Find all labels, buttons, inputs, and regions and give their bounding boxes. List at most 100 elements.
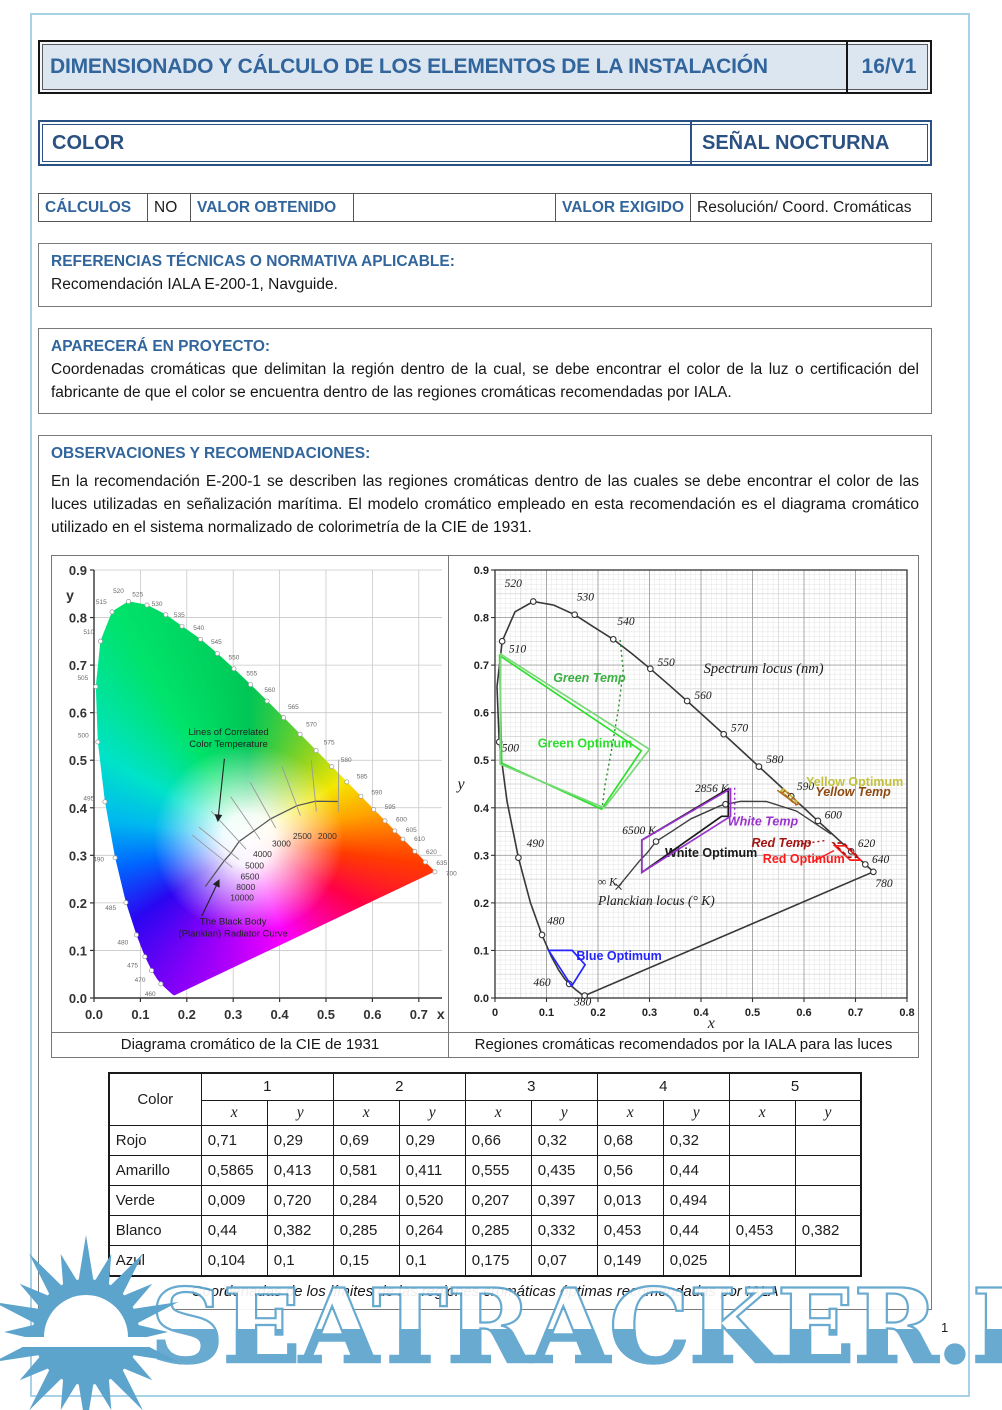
coordinate-cell: 0,1	[398, 1244, 466, 1277]
tick-labels: 0.0 0.1 0.2 0.3 0.4 0.5 0.6 0.7 0.8 0.9 y 0.0 0.1 0.2…	[66, 563, 445, 1022]
svg-text:0.7: 0.7	[474, 660, 489, 672]
document-code: 16/V1	[846, 42, 930, 92]
coordinate-cell	[728, 1184, 796, 1216]
seatracker-sun-logo-icon	[0, 1232, 186, 1410]
svg-text:0.2: 0.2	[590, 1007, 605, 1019]
coordinate-cell: 0,56	[596, 1154, 664, 1186]
coordinate-cell: 0,520	[398, 1184, 466, 1216]
section-title: COLOR	[52, 131, 125, 154]
svg-text:0.4: 0.4	[474, 802, 490, 814]
left-figure-caption: Diagrama cromático de la CIE de 1931	[52, 1032, 449, 1057]
coordinate-cell: 0,720	[266, 1184, 334, 1216]
svg-text:2856 K: 2856 K	[695, 783, 730, 795]
svg-text:500: 500	[502, 742, 519, 754]
referencias-box: REFERENCIAS TÉCNICAS O NORMATIVA APLICAB…	[38, 243, 932, 307]
coordinate-cell: 0,32	[662, 1124, 730, 1156]
color-name-cell: Blanco	[108, 1214, 202, 1246]
svg-text:0.9: 0.9	[69, 563, 87, 578]
coordinate-cell: 0,69	[332, 1124, 400, 1156]
valor-exigido-value: Resolución/ Coord. Cromáticas	[697, 198, 912, 216]
svg-text:0.5: 0.5	[474, 755, 489, 767]
coordinate-cell: 0,009	[200, 1184, 268, 1216]
svg-text:0.0: 0.0	[85, 1007, 103, 1022]
watermark: SEATRACKER.RU	[149, 1271, 1002, 1384]
signal-type-label: SEÑAL NOCTURNA	[690, 122, 930, 164]
svg-text:0.6: 0.6	[69, 705, 87, 720]
svg-text:0.0: 0.0	[69, 991, 87, 1006]
svg-text:620: 620	[858, 838, 876, 850]
observaciones-box: OBSERVACIONES Y RECOMENDACIONES: En la r…	[38, 435, 932, 1310]
coordinate-cell: 0,104	[200, 1244, 268, 1277]
svg-text:0: 0	[492, 1007, 498, 1019]
svg-text:x: x	[437, 1006, 445, 1022]
observaciones-body: En la recomendación E-200-1 se describen…	[51, 473, 919, 536]
table-xy-header: y	[662, 1099, 730, 1126]
svg-text:0.7: 0.7	[848, 1007, 863, 1019]
fine-grid	[494, 569, 908, 999]
table-row: Verde 0,009 0,720 0,284 0,520 0,207 0,397 0,013…	[108, 1184, 862, 1216]
coordinate-cell: 0,07	[530, 1244, 598, 1277]
svg-text:0.6: 0.6	[474, 707, 489, 719]
coordinate-cell	[794, 1244, 862, 1277]
svg-text:0.1: 0.1	[69, 943, 87, 958]
svg-text:600: 600	[825, 809, 843, 821]
iala-regions-figure: 0.0 0.1 0.2 0.3 0.4 0.5 0.6 0.7 0.8 0.9 0 0.1 0.2 0.3…	[449, 555, 918, 1032]
table-xy-header: x	[596, 1099, 664, 1126]
spectrum-locus: Spectrum locus (nm)	[496, 600, 875, 997]
region-green-temp	[499, 652, 651, 809]
table-xy-header: y	[398, 1099, 466, 1126]
coordinate-cell	[794, 1184, 862, 1216]
svg-text:0.6: 0.6	[363, 1007, 381, 1022]
proyecto-body: Coordenadas cromáticas que delimitan la …	[51, 360, 919, 401]
coordinate-cell: 0,494	[662, 1184, 730, 1216]
coordinate-cell: 0,411	[398, 1154, 466, 1186]
svg-text:460: 460	[533, 976, 551, 988]
svg-text:0.9: 0.9	[474, 565, 489, 577]
svg-text:0.5: 0.5	[745, 1007, 760, 1019]
observaciones-title: OBSERVACIONES Y RECOMENDACIONES:	[51, 445, 371, 463]
svg-text:0.3: 0.3	[474, 850, 489, 862]
valor-exigido-label: VALOR EXIGIDO	[556, 194, 691, 221]
extra-lines	[601, 639, 835, 862]
coordinate-cell: 0,44	[200, 1214, 268, 1246]
svg-text:∞ K: ∞ K	[598, 876, 618, 888]
svg-text:0.3: 0.3	[642, 1007, 657, 1019]
coordinate-cell: 0,435	[530, 1154, 598, 1186]
table-xy-header: y	[266, 1099, 334, 1126]
table-row: Blanco 0,44 0,382 0,285 0,264 0,285 0,332 0,453…	[108, 1214, 862, 1246]
svg-text:640: 640	[872, 854, 890, 866]
axes	[93, 569, 442, 999]
planckian-locus: 2856 K 6500 K ∞ K Planckian locus (° K)	[597, 783, 832, 907]
chromaticity-coordinates-table: Color 1 2 3 4 5 x y x y x y x y x y Rojo 0,71 0,29 0,69 0,29…	[107, 1071, 863, 1277]
coordinate-cell: 0,149	[596, 1244, 664, 1277]
coordinate-cell	[794, 1124, 862, 1156]
svg-text:590: 590	[797, 781, 815, 793]
referencias-body: Recomendación IALA E-200-1, Navguide.	[51, 276, 338, 293]
chromaticity-regions: Green Optimum Green Temp Blue Optimum White…	[498, 652, 903, 988]
svg-text:510: 510	[509, 643, 527, 655]
coordinate-cell: 0,71	[200, 1124, 268, 1156]
document-header: DIMENSIONADO Y CÁLCULO DE LOS ELEMENTOS …	[38, 40, 932, 94]
figure-captions-row: Diagrama cromático de la CIE de 1931 Reg…	[52, 1031, 918, 1057]
svg-text:0.5: 0.5	[317, 1007, 335, 1022]
coordinate-cell: 0,264	[398, 1214, 466, 1246]
coordinate-cell: 0,44	[662, 1214, 730, 1246]
table-xy-header: y	[794, 1099, 862, 1126]
sun-rays	[0, 1235, 179, 1410]
svg-text:0.3: 0.3	[224, 1007, 242, 1022]
proyecto-title: APARECERÁ EN PROYECTO:	[51, 337, 271, 355]
coordinate-cell	[794, 1154, 862, 1186]
svg-text:0.4: 0.4	[271, 1007, 290, 1022]
svg-text:0.3: 0.3	[69, 848, 87, 863]
region-blue-optimum	[547, 949, 587, 988]
svg-text:0.1: 0.1	[131, 1007, 149, 1022]
svg-text:0.0: 0.0	[474, 993, 489, 1005]
page-title: DIMENSIONADO Y CÁLCULO DE LOS ELEMENTOS …	[50, 55, 768, 78]
svg-text:Red Temp: Red Temp	[751, 835, 811, 849]
region-red-temp	[831, 841, 861, 858]
svg-text:0.2: 0.2	[178, 1007, 196, 1022]
tick-labels: 0.0 0.1 0.2 0.3 0.4 0.5 0.6 0.7 0.8 0.9 0 0.1 0.2 0.3…	[455, 565, 914, 1032]
valor-obtenido-value	[354, 194, 556, 221]
cie-1931-chart: 0.0 0.1 0.2 0.3 0.4 0.5 0.6 0.7 0.8 0.9 y 0.0 0.1 0.2…	[52, 556, 457, 1032]
svg-text:White Optimum: White Optimum	[665, 846, 757, 860]
